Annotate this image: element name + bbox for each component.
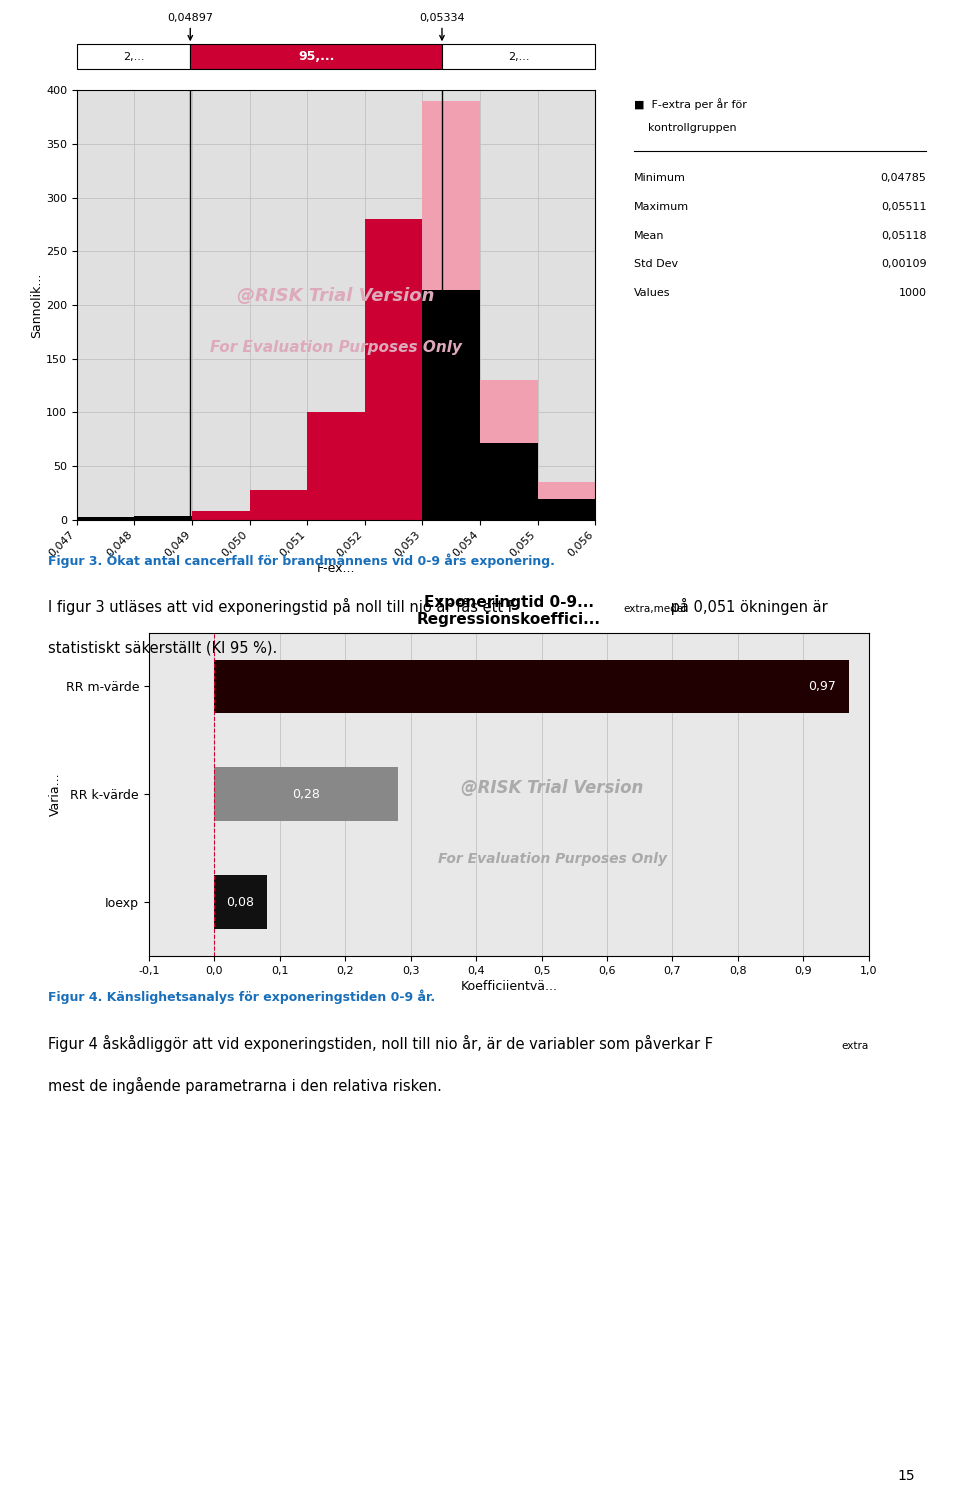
Bar [480, 443, 538, 520]
X-axis label: F-ex...: F-ex... [317, 562, 355, 575]
Text: extra,medel: extra,medel [623, 604, 686, 614]
Text: på 0,051 ökningen är: på 0,051 ökningen är [666, 598, 828, 614]
Bar [538, 482, 595, 520]
X-axis label: Koefficiientvä...: Koefficiientvä... [460, 980, 558, 992]
Text: 0,97: 0,97 [808, 681, 836, 693]
Y-axis label: Varia...: Varia... [48, 773, 61, 816]
Bar [134, 517, 192, 520]
Text: For Evaluation Purposes Only: For Evaluation Purposes Only [438, 852, 666, 866]
Bar [214, 875, 267, 929]
Bar [480, 380, 538, 520]
Text: Minimum: Minimum [634, 173, 685, 184]
Text: 0,28: 0,28 [292, 788, 320, 801]
Bar [538, 498, 595, 520]
Text: 0,08: 0,08 [227, 896, 254, 908]
Text: 2,...: 2,... [123, 51, 144, 62]
Text: 0,05334: 0,05334 [420, 12, 465, 39]
Text: 0,00109: 0,00109 [880, 259, 926, 270]
Text: kontrollgruppen: kontrollgruppen [634, 123, 736, 134]
Text: 0,04897: 0,04897 [167, 12, 213, 39]
Text: I figur 3 utläses att vid exponeringstid på noll till nio år fås ett F: I figur 3 utläses att vid exponeringstid… [48, 598, 516, 614]
Text: 0,04785: 0,04785 [880, 173, 926, 184]
Bar [422, 291, 480, 520]
Y-axis label: Sannolik...: Sannolik... [30, 273, 43, 337]
Bar [77, 44, 190, 69]
Bar [77, 518, 134, 520]
Text: 1000: 1000 [899, 288, 926, 298]
Bar [77, 518, 134, 520]
Text: Figur 4. Känslighetsanalys för exponeringstiden 0-9 år.: Figur 4. Känslighetsanalys för exponerin… [48, 989, 435, 1005]
Text: Figur 3. Ökat antal cancerfall för brandmännens vid 0-9 års exponering.: Figur 3. Ökat antal cancerfall för brand… [48, 553, 555, 568]
Bar [190, 44, 442, 69]
Text: @RISK Trial Version: @RISK Trial Version [461, 779, 643, 797]
Text: Mean: Mean [634, 230, 664, 241]
Text: Figur 4 åskådliggör att vid exponeringstiden, noll till nio år, är de variabler : Figur 4 åskådliggör att vid exponeringst… [48, 1035, 713, 1051]
Bar [134, 517, 192, 520]
Bar [192, 511, 250, 520]
Bar [422, 101, 480, 520]
Bar [442, 44, 595, 69]
Bar [214, 768, 397, 821]
Bar [214, 660, 850, 714]
Text: For Evaluation Purposes Only: For Evaluation Purposes Only [210, 340, 462, 355]
Text: extra: extra [841, 1041, 868, 1051]
Bar [250, 489, 307, 520]
Text: @RISK Trial Version: @RISK Trial Version [237, 288, 435, 306]
Text: Values: Values [634, 288, 670, 298]
Text: mest de ingående parametrarna i den relativa risken.: mest de ingående parametrarna i den rela… [48, 1077, 442, 1093]
Text: 95,...: 95,... [298, 50, 334, 63]
Text: 0,05511: 0,05511 [881, 202, 926, 212]
Text: 2,...: 2,... [508, 51, 529, 62]
Text: Maximum: Maximum [634, 202, 688, 212]
Bar [307, 413, 365, 520]
Title: Exponeringtid 0-9...
Regressionskoeffici...: Exponeringtid 0-9... Regressionskoeffici… [417, 595, 601, 626]
Text: 15: 15 [898, 1470, 915, 1483]
Text: ■  F-extra per år för: ■ F-extra per år för [634, 98, 747, 110]
Text: Std Dev: Std Dev [634, 259, 678, 270]
Text: 0,05118: 0,05118 [880, 230, 926, 241]
Bar [365, 220, 422, 520]
Text: statistiskt säkerställt (KI 95 %).: statistiskt säkerställt (KI 95 %). [48, 640, 277, 655]
